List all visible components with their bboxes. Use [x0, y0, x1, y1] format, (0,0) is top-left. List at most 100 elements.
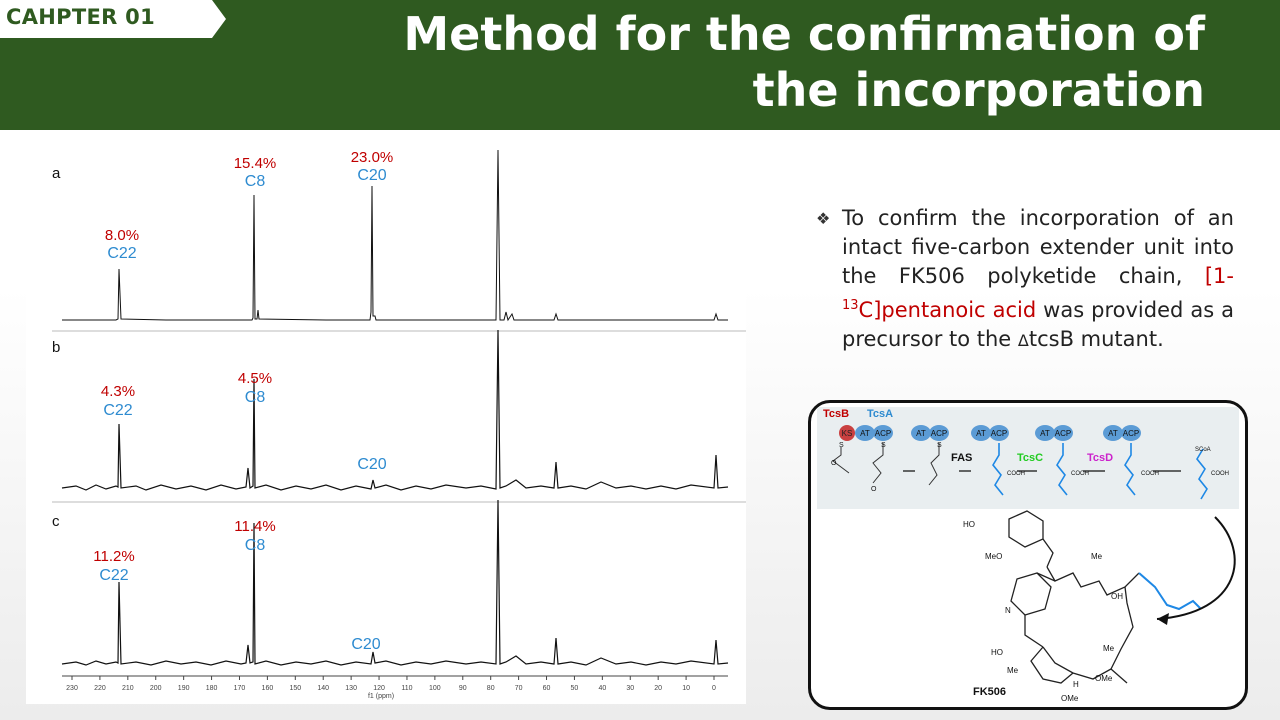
- label-me-2: Me: [1007, 666, 1019, 675]
- peak-percent-c22-c: 11.2%: [93, 548, 134, 565]
- peak-percent-c8-b: 4.5%: [238, 370, 272, 387]
- axis-tick-label: 220: [94, 685, 106, 692]
- peak-percent-c20-a: 23.0%: [351, 150, 394, 166]
- label-ho-top: HO: [963, 520, 975, 529]
- panel-letter-b: b: [52, 339, 60, 356]
- label-cooh-4: COOH: [1211, 471, 1229, 477]
- label-oh: OH: [1111, 592, 1123, 601]
- peak-carbon-c20-c: C20: [351, 636, 380, 653]
- axis-tick-label: 170: [234, 685, 246, 692]
- label-scoa: SCoA: [1195, 447, 1211, 453]
- isotope-superscript: 13: [842, 298, 859, 313]
- highlight-suffix: C]pentanoic acid: [858, 298, 1037, 322]
- diamond-bullet-icon: ❖: [816, 209, 831, 228]
- label-s-1: S: [839, 442, 844, 449]
- at-label: AT: [976, 429, 986, 438]
- panel-letter-a: a: [52, 165, 61, 182]
- at-acp-domain-5: AT ACP: [1103, 425, 1141, 441]
- label-tcsd: TcsD: [1087, 452, 1113, 464]
- peak-percent-c8-c: 11.4%: [234, 518, 275, 535]
- at-acp-domain-1: AT ACP: [855, 425, 893, 441]
- peak-carbon-c22-b: C22: [103, 402, 132, 419]
- label-me-1: Me: [1091, 552, 1103, 561]
- peak-carbon-c20-b: C20: [357, 456, 386, 473]
- highlight-prefix: [1-: [1204, 264, 1234, 288]
- label-cooh-3: COOH: [1141, 471, 1159, 477]
- label-tcsb: TcsB: [823, 408, 849, 420]
- nmr-spectra-figure: a 8.0% C22 15.4% C8 23.0% C20 b 4.3% C22…: [26, 150, 746, 704]
- acp-label: ACP: [1055, 429, 1071, 438]
- label-ome-1: OMe: [1095, 674, 1113, 683]
- label-s-2: S: [881, 442, 886, 449]
- label-tcsc: TcsC: [1017, 452, 1043, 464]
- axis-tick-label: 60: [543, 685, 551, 692]
- peak-carbon-c8-a: C8: [245, 173, 266, 190]
- axis-tick-label: 10: [682, 685, 690, 692]
- pathway-scheme-bg: [817, 407, 1239, 509]
- acp-label: ACP: [875, 429, 891, 438]
- peak-carbon-c22-a: C22: [107, 245, 136, 262]
- pathway-structures: [832, 443, 1208, 500]
- axis-unit-label: f1 (ppm): [368, 693, 394, 700]
- axis-tick-label: 30: [626, 685, 634, 692]
- spectrum-panel-b: b 4.3% C22 4.5% C8 C20: [52, 329, 729, 491]
- axis-tick-label: 210: [122, 685, 134, 692]
- ks-domain-label: KS: [842, 429, 853, 438]
- highlight-precursor: [1- 13C]pentanoic acid: [842, 264, 1234, 322]
- peak-percent-c22-a: 8.0%: [105, 227, 139, 244]
- axis-tick-label: 190: [178, 685, 190, 692]
- bullet-point: ❖ To confirm the incorporation of an int…: [816, 204, 1234, 355]
- spectrum-trace-c: [61, 499, 729, 666]
- bullet-text: To confirm the incorporation of an intac…: [842, 204, 1234, 355]
- axis-tick-label: 130: [345, 685, 357, 692]
- axis-tick-label: 90: [459, 685, 467, 692]
- slide-title: Method for the confirmation of the incor…: [305, 6, 1205, 118]
- peak-carbon-c22-c: C22: [99, 567, 128, 584]
- panel-letter-c: c: [52, 513, 60, 530]
- at-acp-domain-4: AT ACP: [1035, 425, 1073, 441]
- chapter-tab: CAHPTER 01: [0, 0, 226, 38]
- spectrum-trace-b: [61, 329, 729, 491]
- label-n: N: [1005, 606, 1011, 615]
- incorporation-arrow: [1156, 516, 1236, 620]
- axis-tick-label: 230: [66, 685, 78, 692]
- chapter-label: CAHPTER 01: [6, 5, 156, 29]
- incorporation-arrowhead: [1157, 613, 1169, 625]
- ks-domain: KS: [839, 425, 855, 441]
- label-ome-2: OMe: [1061, 694, 1079, 703]
- label-meo: MeO: [985, 552, 1002, 561]
- acp-label: ACP: [1123, 429, 1139, 438]
- label-o-1: O: [831, 460, 837, 467]
- label-fas: FAS: [951, 452, 972, 464]
- bullet-text-start: To confirm the incorporation of an intac…: [842, 206, 1234, 288]
- axis-tick-label: 100: [429, 685, 441, 692]
- peak-percent-c22-b: 4.3%: [101, 383, 135, 400]
- delta-symbol: Δ: [1017, 331, 1029, 350]
- spectrum-panel-c: c 11.2% C22 11.4% C8 C20: [52, 499, 729, 666]
- axis-tick-label: 150: [289, 685, 301, 692]
- axis-tick-label: 120: [373, 685, 385, 692]
- at-label: AT: [860, 429, 870, 438]
- label-ho-bottom: HO: [991, 648, 1003, 657]
- label-me-3: Me: [1103, 644, 1115, 653]
- axis-tick-label: 0: [712, 685, 716, 692]
- biosynthesis-pathway-figure: TcsB TcsA KS AT ACP AT ACP AT ACP AT: [808, 400, 1248, 710]
- label-o-2: O: [871, 486, 877, 493]
- slide-title-line1: Method for the confirmation of: [403, 7, 1205, 61]
- axis-tick-label: 20: [654, 685, 662, 692]
- header-bar: CAHPTER 01 Method for the confirmation o…: [0, 0, 1280, 130]
- axis-tick-label: 70: [515, 685, 523, 692]
- axis-tick-label: 160: [262, 685, 274, 692]
- bullet-text-end: tcsB mutant.: [1028, 327, 1164, 351]
- spectrum-trace-a: [62, 150, 728, 322]
- at-label: AT: [916, 429, 926, 438]
- slide-title-line2: the incorporation: [752, 63, 1205, 117]
- molecule-name-fk506: FK506: [973, 686, 1006, 698]
- peak-carbon-c8-b: C8: [245, 389, 266, 406]
- bullet-text-middle: was provided as a precursor to the: [842, 298, 1235, 351]
- label-cooh-2: COOH: [1071, 471, 1089, 477]
- axis-tick-label: 40: [598, 685, 606, 692]
- at-acp-domain-3: AT ACP: [971, 425, 1009, 441]
- ppm-axis: 230 220 210 200 190 180 170 160 150 140 130 120 110 1…: [62, 675, 728, 700]
- label-tcsa: TcsA: [867, 408, 893, 420]
